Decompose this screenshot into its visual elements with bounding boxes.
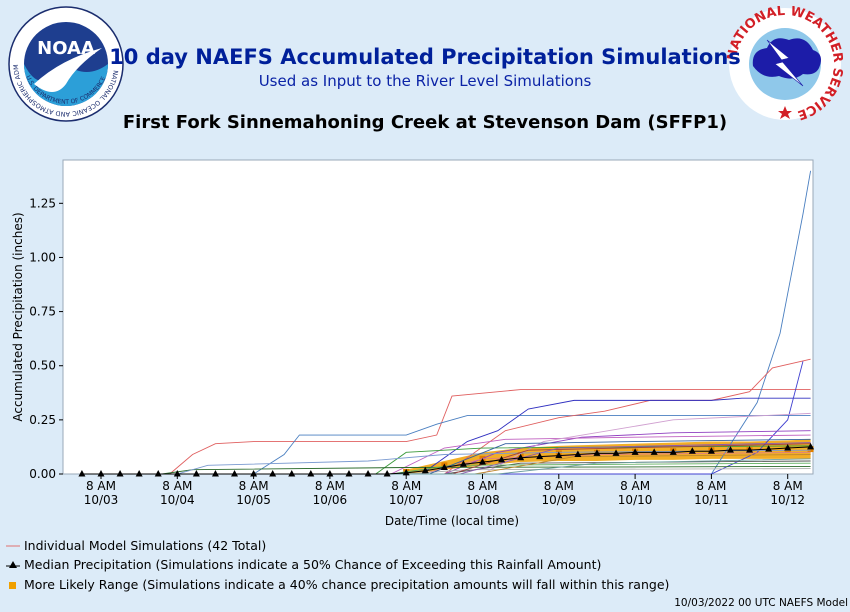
median-marker [250, 470, 258, 477]
median-marker [154, 470, 162, 477]
median-marker [173, 470, 181, 477]
y-tick-label: 0.00 [29, 467, 56, 481]
y-tick-label: 1.00 [29, 250, 56, 264]
median-marker [116, 470, 124, 477]
plot-area [62, 159, 814, 475]
median-marker [440, 463, 448, 471]
simulation-line-1 [81, 389, 811, 475]
simulation-line-2 [81, 415, 811, 475]
median-marker [765, 445, 773, 452]
median-marker [631, 448, 639, 455]
x-tick-label-time: 8 AM [315, 479, 345, 493]
median-marker [326, 470, 334, 477]
median-marker [593, 449, 601, 456]
x-tick-label-date: 10/11 [694, 493, 729, 507]
median-marker [669, 448, 677, 455]
x-tick-label-time: 8 AM [239, 479, 269, 493]
median-marker [612, 449, 620, 456]
legend-range-label: More Likely Range (Simulations indicate … [24, 577, 670, 592]
legend-median-label: Median Precipitation (Simulations indica… [24, 557, 602, 572]
x-tick-label-date: 10/08 [465, 493, 500, 507]
x-tick-label-time: 8 AM [162, 479, 192, 493]
nws-logo: NATIONAL WEATHER SERVICE [727, 6, 843, 122]
median-marker [211, 470, 219, 477]
median-marker [498, 455, 506, 463]
model-run-footer: 10/03/2022 00 UTC NAEFS Model [674, 597, 848, 609]
median-marker [135, 470, 143, 477]
median-marker [97, 470, 105, 477]
median-marker [517, 453, 525, 461]
legend-individual-swatch [6, 545, 20, 546]
median-marker [269, 470, 277, 477]
x-tick-label-time: 8 AM [86, 479, 116, 493]
x-tick-label-date: 10/07 [389, 493, 424, 507]
x-tick-label-date: 10/04 [160, 493, 195, 507]
legend-median-swatch [6, 560, 20, 568]
median-marker [784, 444, 792, 451]
median-marker [78, 470, 86, 477]
median-marker [707, 447, 715, 454]
noaa-logo: NOAA NATIONAL OCEANIC AND ATMOSPHERIC AD… [6, 4, 124, 122]
x-tick-label-time: 8 AM [544, 479, 574, 493]
median-marker [555, 451, 563, 459]
median-marker [307, 470, 315, 477]
median-marker [288, 470, 296, 477]
simulation-line-5 [81, 397, 811, 475]
median-marker [536, 452, 544, 460]
x-tick-label-time: 8 AM [620, 479, 650, 493]
median-marker [807, 442, 815, 450]
y-axis-label: Accumulated Precipitation (inches) [11, 212, 25, 421]
y-tick-label: 0.25 [29, 413, 56, 427]
median-marker [650, 448, 658, 455]
median-marker [479, 458, 486, 465]
median-marker [746, 446, 754, 453]
noaa-center-text: NOAA [37, 38, 95, 59]
legend-individual-label: Individual Model Simulations (42 Total) [24, 538, 267, 553]
median-marker [459, 460, 467, 467]
median-marker [726, 446, 734, 453]
median-marker [383, 470, 391, 477]
x-tick-label-time: 8 AM [696, 479, 726, 493]
x-axis-label: Date/Time (local time) [385, 514, 519, 528]
median-marker [402, 468, 410, 476]
legend-individual: Individual Model Simulations (42 Total) [6, 538, 266, 553]
median-marker [574, 450, 582, 458]
legend-median: Median Precipitation (Simulations indica… [6, 557, 601, 572]
median-marker [421, 466, 429, 474]
y-tick-label: 0.50 [29, 359, 56, 373]
simulation-line-4 [81, 358, 811, 475]
median-marker [688, 447, 696, 454]
chart-title: 10 day NAEFS Accumulated Precipitation S… [109, 45, 741, 69]
legend-range: More Likely Range (Simulations indicate … [6, 577, 669, 592]
legend-range-swatch [9, 581, 16, 589]
x-tick-label-time: 8 AM [467, 479, 497, 493]
x-tick-label-date: 10/03 [84, 493, 119, 507]
x-tick-label-date: 10/06 [313, 493, 348, 507]
x-tick-label-date: 10/10 [618, 493, 653, 507]
x-tick-label-time: 8 AM [773, 479, 803, 493]
chart-subtitle: Used as Input to the River Level Simulat… [258, 72, 592, 90]
y-tick-label: 1.25 [29, 196, 56, 210]
median-marker [231, 470, 239, 477]
y-tick-label: 0.75 [29, 305, 56, 319]
site-title: First Fork Sinnemahoning Creek at Steven… [122, 112, 728, 133]
x-tick-label-date: 10/12 [770, 493, 805, 507]
x-tick-label-date: 10/09 [542, 493, 577, 507]
x-tick-label-time: 8 AM [391, 479, 421, 493]
x-tick-label-date: 10/05 [236, 493, 271, 507]
median-marker [345, 470, 353, 477]
median-marker [192, 470, 200, 477]
median-marker [364, 470, 372, 477]
